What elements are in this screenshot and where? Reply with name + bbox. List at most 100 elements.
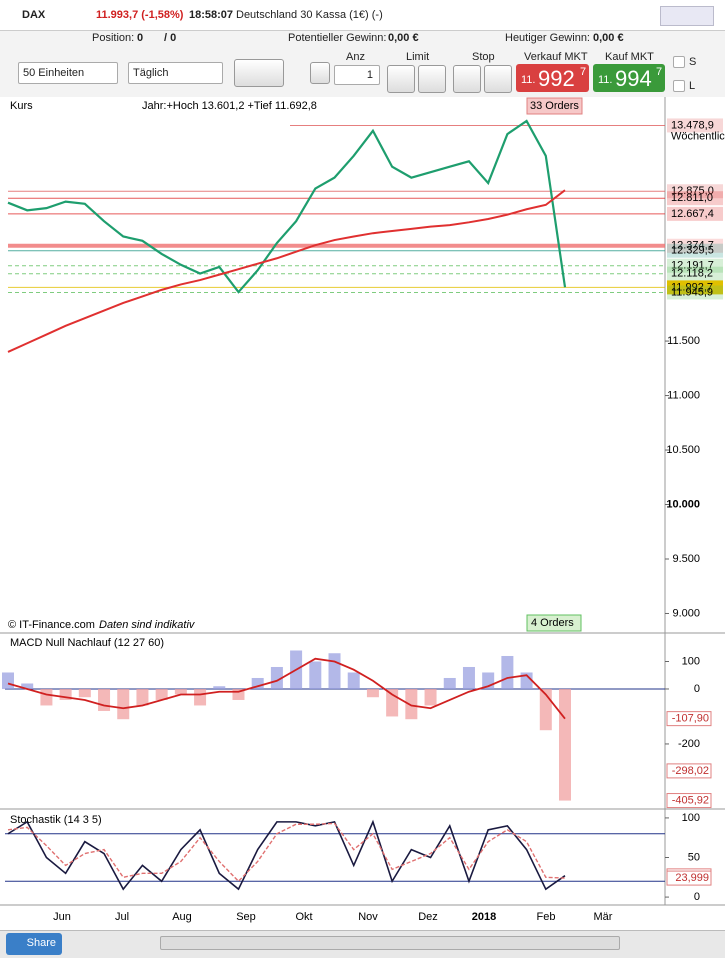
macd-bar: [136, 688, 149, 706]
level-tag: [667, 118, 723, 133]
limit-sell-button[interactable]: [418, 65, 446, 93]
x-tick-label: Mär: [594, 911, 613, 923]
x-tick-label: Nov: [358, 911, 378, 923]
level-label: 12.329,5: [671, 245, 714, 257]
x-tick-label: Feb: [537, 911, 556, 923]
x-tick-label: Jul: [115, 911, 129, 923]
level-label: 12.191,7: [671, 260, 714, 272]
potential: 0,00 €: [388, 32, 419, 44]
units-select[interactable]: 50 Einheiten: [18, 62, 118, 84]
buy-prefix: 11.: [598, 74, 613, 86]
macd-bar: [366, 688, 379, 698]
limit-buy-button[interactable]: [387, 65, 415, 93]
y-tick-label: 100: [682, 655, 700, 667]
level-tag: [667, 280, 723, 295]
s-checkbox[interactable]: [673, 56, 685, 68]
value-tag-label: -405,92: [672, 794, 709, 806]
buy-button[interactable]: 11. 994 7: [593, 64, 665, 92]
macd-bar: [21, 683, 34, 689]
macd-bar: [309, 661, 322, 689]
limit-label: Limit: [406, 51, 430, 63]
macd-bar: [174, 688, 187, 695]
macd-bar: [213, 686, 226, 689]
panel-title: Stochastik (14 3 5): [10, 814, 102, 826]
level-tag: [667, 184, 723, 199]
sell-sup: 7: [580, 66, 587, 78]
level-label: 11.945,9: [671, 286, 713, 298]
keyboard-icon[interactable]: [660, 6, 714, 26]
sell-label: Verkauf MKT: [524, 51, 588, 63]
buy-main: 994: [615, 66, 652, 91]
panel-title: Kurs: [10, 100, 33, 112]
x-tick-label: Dez: [418, 911, 438, 923]
stop-label: Stop: [472, 51, 495, 63]
weekly-note: Wöchentlic: [671, 130, 725, 142]
sell-button[interactable]: 11. 992 7: [516, 64, 589, 92]
period: Täglich: [133, 67, 169, 79]
level-tag: [667, 243, 723, 258]
macd-bar: [98, 688, 111, 711]
level-tag: [667, 238, 723, 253]
period-select[interactable]: Täglich: [128, 62, 223, 84]
value-tag: [666, 870, 712, 886]
qty: 1: [366, 69, 373, 81]
today: 0,00 €: [593, 32, 624, 44]
macd-bar: [270, 666, 283, 689]
level-tag: [667, 266, 723, 281]
credit: © IT-Finance.com: [8, 619, 95, 631]
level-label: 13.478,9: [671, 119, 714, 131]
stop-buy-button[interactable]: [453, 65, 481, 93]
stoch-line: [7, 822, 566, 883]
x-tick-label: Okt: [295, 911, 312, 923]
scrollbar[interactable]: [160, 936, 620, 950]
panel-title: MACD Null Nachlauf (12 27 60): [10, 637, 164, 649]
units: 50 Einheiten: [23, 67, 85, 79]
level-label: 12.374,7: [671, 240, 714, 252]
macd-bar: [2, 672, 14, 689]
value-tag: [666, 711, 712, 727]
level-tag: [667, 285, 723, 300]
macd-line: [7, 657, 566, 720]
sell-main: 992: [538, 66, 575, 91]
level-tag: [667, 258, 723, 273]
y-tick-label: -200: [678, 738, 700, 750]
time: 18:58:07: [189, 9, 234, 21]
macd-bar: [59, 688, 72, 700]
sell-prefix: 11.: [521, 74, 536, 86]
x-tick-label: Aug: [172, 911, 192, 923]
macd-bar: [501, 655, 514, 689]
y-tick-label: 11.500: [667, 335, 700, 347]
s-label: S: [689, 56, 697, 68]
stop-sell-button[interactable]: [484, 65, 512, 93]
value-tag: [666, 793, 712, 809]
orders-top: 33 Orders: [530, 100, 579, 112]
share-button[interactable]: Share: [6, 933, 62, 955]
buy-label: Kauf MKT: [605, 51, 654, 63]
qty-input[interactable]: 1: [334, 65, 380, 85]
settings-button[interactable]: [310, 62, 330, 84]
value-tag-label: -107,90: [672, 713, 709, 725]
macd-bar: [405, 688, 418, 720]
quote: 11.993,7 (-1,58%): [96, 9, 184, 21]
note: Daten sind indikativ: [99, 619, 196, 631]
macd-bar: [40, 688, 53, 706]
l-checkbox[interactable]: [673, 80, 685, 92]
macd-bar: [155, 688, 168, 700]
share-text: Share: [26, 937, 56, 949]
chart-type-button[interactable]: [234, 59, 284, 87]
macd-bar: [386, 688, 399, 717]
macd-bar: [328, 653, 341, 689]
qty-label: Anz: [346, 51, 365, 63]
orders-badge: [526, 97, 583, 115]
macd-bar: [251, 677, 264, 689]
macd-bar: [117, 688, 130, 720]
macd-bar: [520, 672, 533, 689]
macd-bar: [78, 688, 91, 698]
chart-bg: [0, 97, 725, 930]
buy-sup: 7: [656, 66, 663, 78]
y-tick-label: 0: [694, 683, 700, 695]
macd-bar: [424, 688, 437, 706]
symbol[interactable]: DAX: [22, 9, 46, 21]
